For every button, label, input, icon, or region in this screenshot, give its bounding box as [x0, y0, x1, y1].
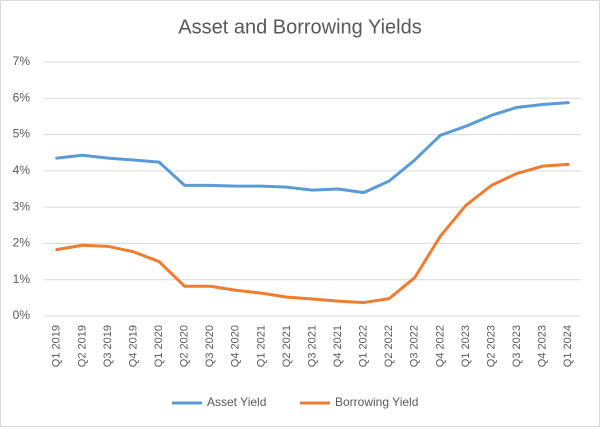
- x-tick-label: Q1 2020: [153, 325, 165, 367]
- x-tick-label: Q4 2021: [332, 325, 344, 367]
- y-tick-label: 6%: [13, 90, 31, 104]
- x-tick-label: Q3 2020: [204, 325, 216, 367]
- x-tick-label: Q4 2020: [230, 325, 242, 367]
- series-line: [55, 101, 570, 195]
- y-tick-label: 7%: [13, 54, 31, 68]
- y-tick-label: 0%: [13, 308, 31, 322]
- y-tick-label: 1%: [13, 272, 31, 286]
- x-tick-label: Q3 2023: [511, 325, 523, 367]
- y-tick-label: 3%: [13, 199, 31, 213]
- y-tick-label: 2%: [13, 236, 31, 250]
- y-tick-label: 4%: [13, 163, 31, 177]
- x-tick-label: Q1 2024: [562, 325, 574, 367]
- legend-label: Asset Yield: [207, 395, 266, 409]
- x-tick-label: Q3 2019: [102, 325, 114, 367]
- x-tick-label: Q1 2022: [358, 325, 370, 367]
- x-tick-label: Q4 2019: [127, 325, 139, 367]
- series-line: [55, 162, 570, 305]
- chart-title: Asset and Borrowing Yields: [178, 16, 421, 38]
- x-tick-label: Q2 2021: [281, 325, 293, 367]
- y-tick-label: 5%: [13, 127, 31, 141]
- x-tick-label: Q2 2019: [76, 325, 88, 367]
- x-tick-label: Q3 2021: [306, 325, 318, 367]
- x-tick-label: Q1 2021: [255, 325, 267, 367]
- x-tick-label: Q2 2022: [383, 325, 395, 367]
- x-tick-label: Q2 2023: [485, 325, 497, 367]
- x-tick-label: Q3 2022: [409, 325, 421, 367]
- x-tick-label: Q1 2019: [51, 325, 63, 367]
- x-tick-label: Q4 2023: [537, 325, 549, 367]
- x-tick-label: Q1 2023: [460, 325, 472, 367]
- legend-label: Borrowing Yield: [335, 395, 418, 409]
- x-tick-label: Q2 2020: [179, 325, 191, 367]
- x-tick-label: Q4 2022: [434, 325, 446, 367]
